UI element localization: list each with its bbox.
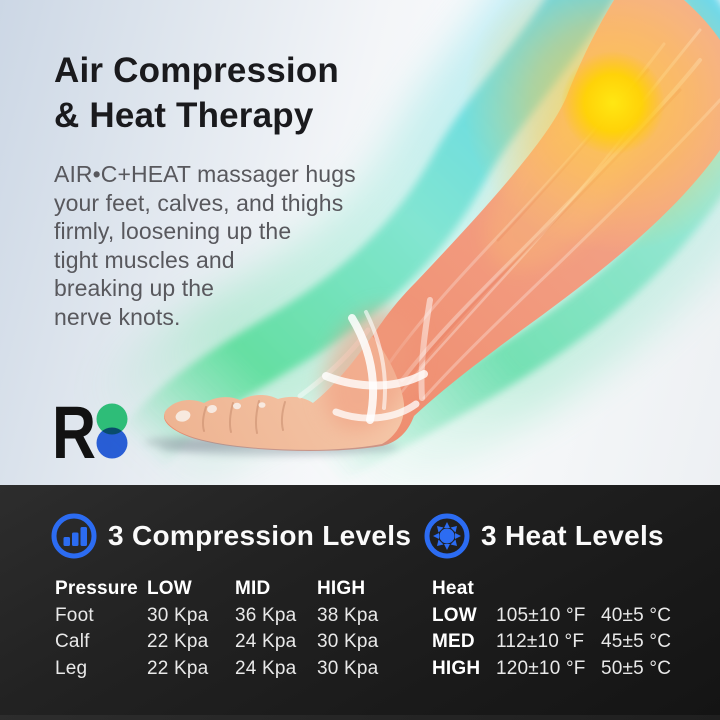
- row-label-calf: Calf: [55, 631, 90, 653]
- specs-panel: 3 Compression Levels Pressure LOW MID HI…: [0, 485, 720, 720]
- product-description: AIR•C+HEAT massager hugs your feet, calv…: [54, 160, 356, 332]
- description-line: your feet, calves, and thighs: [54, 189, 344, 216]
- heat-glow: [463, 0, 720, 271]
- compression-header-mid: MID: [235, 578, 271, 600]
- heat-med-fahrenheit: 112±10 °F: [496, 631, 585, 653]
- description-line: tight muscles and: [54, 246, 235, 273]
- sun-icon: [424, 513, 470, 559]
- heat-table: Heat LOW 105±10 °F 40±5 °C MED 112±10 °F…: [432, 576, 696, 682]
- compression-title: 3 Compression Levels: [108, 520, 412, 551]
- heat-low-celsius: 40±5 °C: [601, 604, 672, 626]
- leg-heat-illustration: [79, 0, 720, 485]
- page-title: Air Compression & Heat Therapy: [54, 48, 339, 138]
- heat-med-celsius: 45±5 °C: [601, 631, 672, 653]
- logo-circle-blue: [96, 427, 128, 459]
- heat-section-header: 3 Heat Levels: [424, 513, 664, 559]
- row-label-foot: Foot: [55, 604, 94, 626]
- heat-title: 3 Heat Levels: [481, 520, 664, 551]
- heat-high-celsius: 50±5 °C: [601, 658, 672, 680]
- calf-mid-value: 24 Kpa: [235, 631, 297, 653]
- foot-mid-value: 36 Kpa: [235, 604, 297, 626]
- compression-section-header: 3 Compression Levels: [51, 513, 411, 559]
- foot-low-value: 30 Kpa: [147, 604, 209, 626]
- compression-table: Pressure LOW MID HIGH Foot 30 Kpa 36 Kpa…: [55, 576, 407, 682]
- compression-header-pressure: Pressure: [55, 578, 138, 600]
- calf-high-value: 30 Kpa: [317, 631, 379, 653]
- heat-row-label-low: LOW: [432, 604, 477, 626]
- leg-mid-value: 24 Kpa: [235, 658, 297, 680]
- description-line: nerve knots.: [54, 303, 181, 330]
- heat-row-label-high: HIGH: [432, 658, 481, 680]
- bar-chart-icon: [51, 513, 97, 559]
- heat-header: Heat: [432, 578, 474, 600]
- compression-header-high: HIGH: [317, 578, 366, 600]
- brand-logo: R: [52, 396, 128, 466]
- heat-row-label-med: MED: [432, 631, 475, 653]
- row-label-leg: Leg: [55, 658, 88, 680]
- leg-high-value: 30 Kpa: [317, 658, 379, 680]
- title-line-2: & Heat Therapy: [54, 96, 314, 135]
- foot-high-value: 38 Kpa: [317, 604, 379, 626]
- description-line: firmly, loosening up the: [54, 218, 292, 245]
- description-line: breaking up the: [54, 275, 215, 302]
- calf-low-value: 22 Kpa: [147, 631, 209, 653]
- title-line-1: Air Compression: [54, 51, 339, 90]
- compression-header-low: LOW: [147, 578, 192, 600]
- logo-letter: R: [52, 396, 96, 466]
- heat-low-fahrenheit: 105±10 °F: [496, 604, 586, 626]
- foot-graphic: [145, 309, 428, 456]
- description-line: AIR•C+HEAT massager hugs: [54, 161, 356, 187]
- logo-circle-green: [96, 403, 128, 435]
- heat-high-fahrenheit: 120±10 °F: [496, 658, 586, 680]
- leg-low-value: 22 Kpa: [147, 658, 209, 680]
- hero-section: Air Compression & Heat Therapy AIR•C+HEA…: [0, 0, 720, 485]
